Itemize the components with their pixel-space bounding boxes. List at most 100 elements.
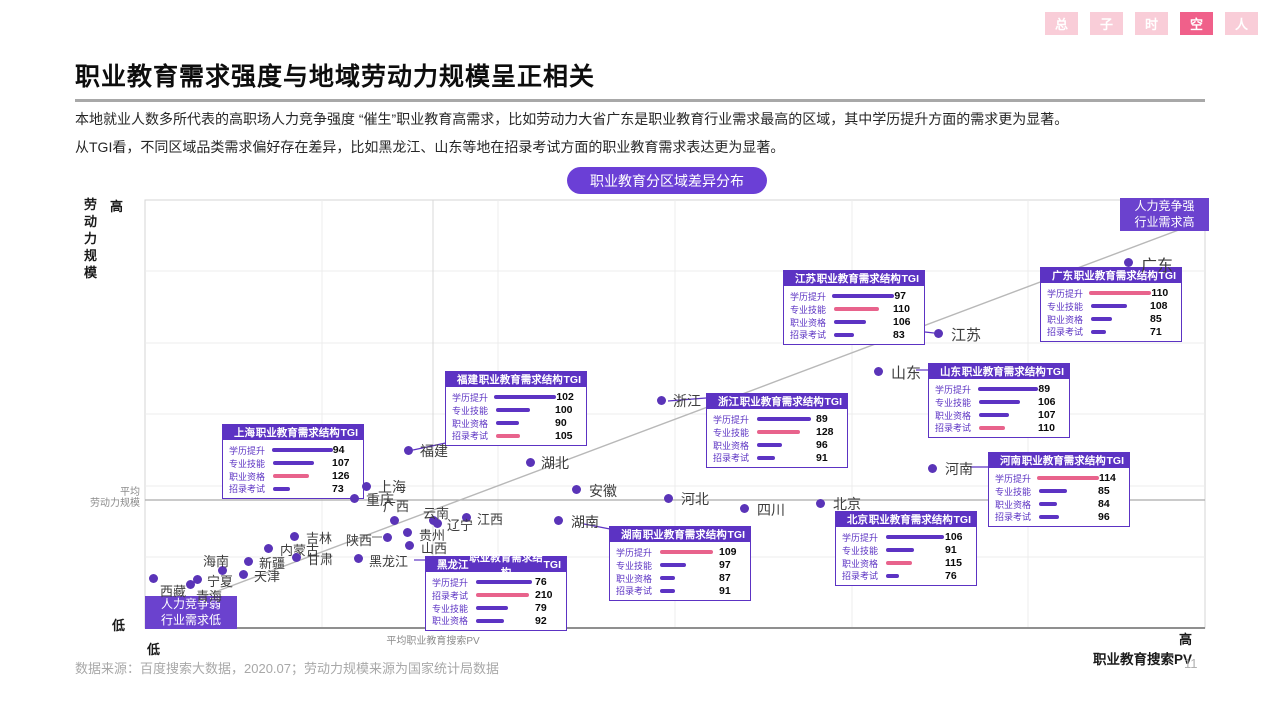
category-label: 职业资格 xyxy=(1047,314,1084,325)
tgi-value: 110 xyxy=(1151,287,1169,300)
x-axis-high-label-group: 高 职业教育搜索PV xyxy=(1092,632,1192,667)
tgi-bar-highlighted xyxy=(476,593,529,598)
tgi-value: 110 xyxy=(893,303,910,316)
callout-row: 职业资格 90 xyxy=(446,417,586,430)
scatter-point-天津 xyxy=(238,569,248,579)
tgi-bar xyxy=(271,448,333,453)
tgi-value: 76 xyxy=(535,576,547,589)
scatter-point-广西 xyxy=(389,515,399,525)
scatter-point-吉林 xyxy=(289,531,299,541)
tgi-bar xyxy=(979,412,1009,417)
tgi-bar xyxy=(1039,489,1067,494)
scatter-point-上海 xyxy=(361,481,371,491)
category-label: 学历提升 xyxy=(432,577,469,588)
category-label: 招录考试 xyxy=(713,453,750,464)
callout-title: 职业教育需求结构 xyxy=(478,374,563,386)
tgi-callout-黑龙江: 黑龙江 职业教育需求结构 TGI 学历提升 76 招录考试 210 专业技能 79 职业资格 92 xyxy=(425,552,567,632)
tgi-bar xyxy=(496,408,530,413)
callout-row: 学历提升 89 xyxy=(707,413,847,426)
category-label: 学历提升 xyxy=(713,414,750,425)
category-label: 招录考试 xyxy=(452,431,489,442)
callout-row: 学历提升 110 xyxy=(1041,287,1181,300)
callout-title: 职业教育需求结构 xyxy=(816,273,901,285)
annotation-top-right: 人力竞争强 行业需求高 xyxy=(1120,198,1209,231)
tgi-value: 71 xyxy=(1150,325,1162,338)
callout-body: 学历提升 89 专业技能 128 职业资格 96 招录考试 91 xyxy=(707,409,847,467)
tgi-value: 91 xyxy=(719,584,731,597)
tgi-callout-福建: 福建 职业教育需求结构 TGI 学历提升 102 专业技能 100 职业资格 90 招录考试 105 xyxy=(445,371,587,447)
x-axis-title: 职业教育搜索PV xyxy=(1092,652,1192,667)
callout-body: 学历提升 109 专业技能 97 职业资格 87 招录考试 91 xyxy=(610,542,750,600)
tgi-callout-湖南: 湖南 职业教育需求结构 TGI 学历提升 109 专业技能 97 职业资格 87 招录考试 91 xyxy=(609,526,751,602)
callout-title: 职业教育需求结构 xyxy=(1073,270,1158,282)
tgi-bar xyxy=(273,486,290,491)
scatter-point-label: 辽宁 xyxy=(447,518,474,533)
tgi-bar xyxy=(660,563,686,568)
tgi-callout-山东: 山东 职业教育需求结构 TGI 学历提升 89 专业技能 106 职业资格 107 招录考试 110 xyxy=(928,363,1070,439)
scatter-point-label: 重庆 xyxy=(366,492,394,508)
tgi-value: 96 xyxy=(1098,510,1110,523)
category-label: 招录考试 xyxy=(935,423,972,434)
tgi-value: 107 xyxy=(332,457,350,470)
tgi-bar xyxy=(1091,304,1127,309)
callout-title: 职业教育需求结构 xyxy=(469,551,543,579)
callout-row: 专业技能 128 xyxy=(707,426,847,439)
callout-tgi-column-label: TGI xyxy=(727,528,746,541)
tgi-bar xyxy=(476,605,508,610)
annotation-bottom-left: 人力竞争弱 行业需求低 xyxy=(145,596,237,629)
tgi-value: 96 xyxy=(816,438,828,451)
category-label: 学历提升 xyxy=(995,473,1032,484)
category-label: 职业资格 xyxy=(935,410,972,421)
tgi-callout-北京: 北京 职业教育需求结构 TGI 学历提升 106 专业技能 91 职业资格 115 招录考试 76 xyxy=(835,511,977,587)
scatter-point-陕西 xyxy=(382,532,392,542)
tgi-bar xyxy=(476,580,532,585)
tgi-bar xyxy=(1091,329,1106,334)
y-axis-high-label: 高 xyxy=(110,199,124,214)
callout-province: 上海 xyxy=(234,427,255,439)
scatter-point-label: 宁夏 xyxy=(207,574,234,589)
tgi-callout-河南: 河南 职业教育需求结构 TGI 学历提升 114 专业技能 85 职业资格 84 招录考试 96 xyxy=(988,452,1130,528)
callout-row: 学历提升 106 xyxy=(836,531,976,544)
tgi-bar-highlighted xyxy=(496,433,520,438)
scatter-point-label: 广西 xyxy=(383,499,410,514)
callout-row: 职业资格 87 xyxy=(610,572,750,585)
page-number: 11 xyxy=(1184,656,1198,671)
callout-row: 专业技能 108 xyxy=(1041,300,1181,313)
category-label: 职业资格 xyxy=(790,317,827,328)
category-label: 专业技能 xyxy=(1047,301,1084,312)
scatter-point-label: 福建 xyxy=(420,443,448,459)
tgi-bar-highlighted xyxy=(834,307,879,312)
tgi-bar xyxy=(757,442,782,447)
tgi-value: 87 xyxy=(719,571,731,584)
description-line-2: 从TGI看，不同区域品类需求偏好存在差异，比如黑龙江、山东等地在招录考试方面的职… xyxy=(75,139,785,155)
callout-row: 职业资格 126 xyxy=(223,470,363,483)
scatter-point-贵州 xyxy=(402,527,412,537)
scatter-point-甘肃 xyxy=(291,552,301,562)
scatter-point-江西 xyxy=(461,512,471,522)
logo-character-box: 时 xyxy=(1135,12,1168,35)
tgi-value: 115 xyxy=(945,556,962,569)
callout-row: 招录考试 71 xyxy=(1041,325,1181,338)
tgi-bar-highlighted xyxy=(757,430,800,435)
callout-row: 专业技能 106 xyxy=(929,396,1069,409)
y-axis-low-label: 低 xyxy=(112,618,126,633)
callout-province: 湖南 xyxy=(621,529,642,541)
scatter-point-重庆 xyxy=(349,493,359,503)
scatter-point-西藏 xyxy=(148,573,158,583)
callout-header: 江苏 职业教育需求结构 TGI xyxy=(784,271,924,286)
callout-header: 河南 职业教育需求结构 TGI xyxy=(989,453,1129,468)
tgi-value: 126 xyxy=(332,469,350,482)
scatter-point-label: 青海 xyxy=(196,589,223,604)
category-label: 专业技能 xyxy=(935,397,972,408)
tgi-bar xyxy=(493,395,557,400)
callout-row: 学历提升 94 xyxy=(223,444,363,457)
category-label: 招录考试 xyxy=(616,586,653,597)
callout-header: 广东 职业教育需求结构 TGI xyxy=(1041,268,1181,283)
scatter-point-label: 河南 xyxy=(945,461,973,477)
scatter-point-label: 贵州 xyxy=(419,528,446,543)
callout-row: 职业资格 106 xyxy=(784,316,924,329)
callout-header: 上海 职业教育需求结构 TGI xyxy=(223,425,363,440)
tgi-value: 108 xyxy=(1150,300,1168,313)
callout-title: 职业教育需求结构 xyxy=(642,529,727,541)
tgi-value: 106 xyxy=(1038,396,1056,409)
